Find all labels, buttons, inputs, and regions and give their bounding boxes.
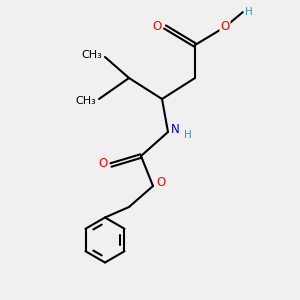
Text: O: O — [99, 157, 108, 170]
Text: O: O — [156, 176, 165, 190]
Text: O: O — [153, 20, 162, 34]
Text: H: H — [184, 130, 192, 140]
Text: N: N — [171, 122, 180, 136]
Text: CH₃: CH₃ — [75, 95, 96, 106]
Text: H: H — [244, 7, 252, 17]
Text: O: O — [220, 20, 230, 34]
Text: CH₃: CH₃ — [81, 50, 102, 61]
